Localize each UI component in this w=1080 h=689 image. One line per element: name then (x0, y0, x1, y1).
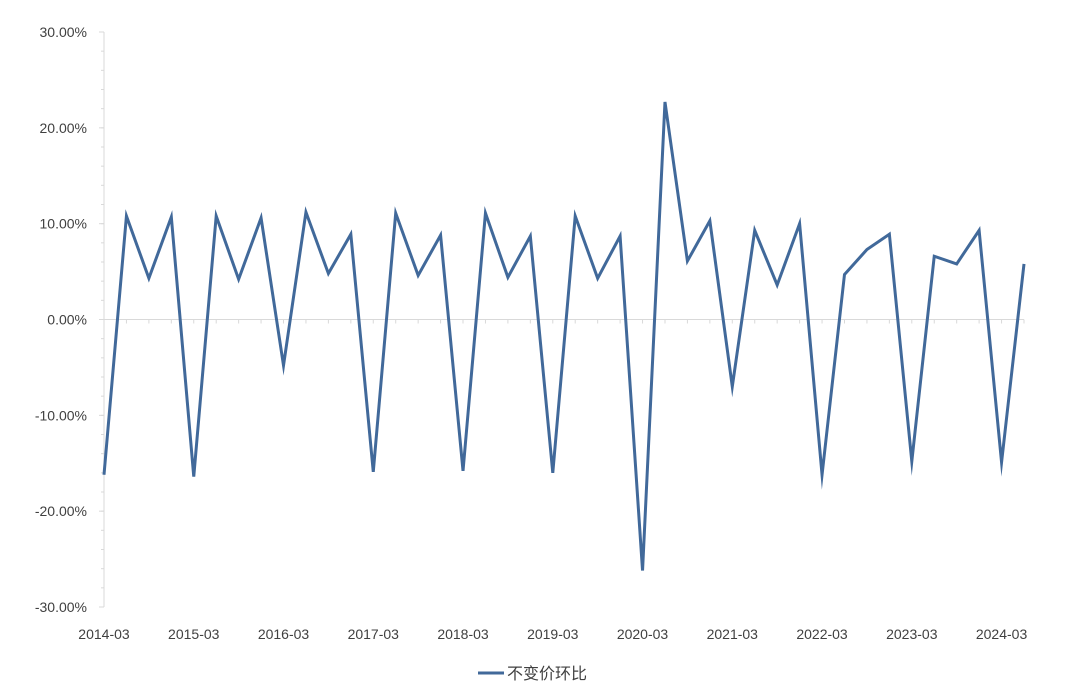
y-tick-label: -30.00% (35, 599, 87, 615)
x-tick-label: 2017-03 (348, 626, 400, 642)
legend-label: 不变价环比 (507, 664, 587, 683)
x-tick-label: 2023-03 (886, 626, 938, 642)
x-tick-label: 2020-03 (617, 626, 669, 642)
y-tick-label: 20.00% (40, 120, 87, 136)
x-tick-label: 2018-03 (437, 626, 489, 642)
x-tick-label: 2021-03 (707, 626, 759, 642)
y-tick-label: 0.00% (47, 312, 87, 328)
y-tick-label: -10.00% (35, 407, 87, 423)
y-tick-label: 10.00% (40, 216, 87, 232)
x-tick-label: 2014-03 (78, 626, 130, 642)
x-axis-tick-labels: 2014-03 2015-03 2016-03 2017-03 2018-03 2019-… (78, 626, 1027, 642)
x-tick-label: 2015-03 (168, 626, 220, 642)
axes (99, 31, 1025, 608)
y-tick-label: -20.00% (35, 503, 87, 519)
x-tick-label: 2016-03 (258, 626, 310, 642)
x-tick-label: 2022-03 (796, 626, 848, 642)
x-tick-label: 2019-03 (527, 626, 579, 642)
series-layer (102, 101, 1026, 571)
series-line (102, 101, 1026, 571)
y-tick-label: 30.00% (40, 24, 87, 40)
y-axis-tick-labels: 30.00% 20.00% 10.00% 0.00% -10.00% -20.00% -30… (35, 24, 87, 615)
x-tick-label: 2024-03 (976, 626, 1028, 642)
legend: 不变价环比 (478, 664, 587, 683)
